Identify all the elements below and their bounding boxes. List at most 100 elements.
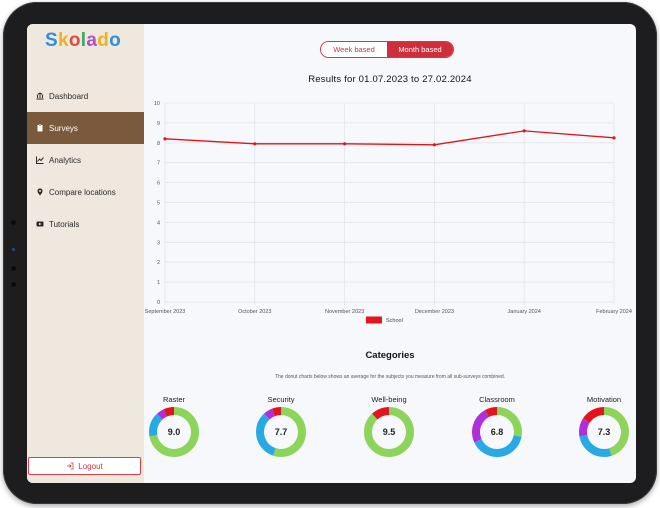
donut-motivation[interactable]: Motivation 7.3 [574, 390, 634, 460]
app-screen: Skolado Dashboard Surveys [27, 24, 636, 483]
donut-ring [579, 407, 629, 457]
results-title: Results for 01.07.2023 to 27.02.2024 [308, 74, 472, 85]
logout-button[interactable]: Logout [28, 457, 141, 475]
series-line-school [164, 130, 615, 146]
y-tick-label: 7 [157, 161, 160, 167]
donut-classroom[interactable]: Classroom 6.8 [467, 390, 527, 460]
sidebar-item-label: Compare locations [49, 187, 116, 197]
y-tick-label: 2 [157, 260, 160, 266]
donut-segment [579, 407, 629, 457]
x-tick-label: October 2023 [238, 309, 271, 315]
series-point [612, 136, 616, 140]
clipboard-icon [36, 124, 44, 132]
series-point [432, 143, 436, 147]
results-line-chart: 0 1 2 3 4 5 6 7 8 9 10 September 2023 October 2023 No… [144, 94, 636, 334]
donut-label: Security [267, 395, 295, 404]
logo-letter: l [80, 30, 87, 51]
week-based-button[interactable]: Week based [321, 42, 387, 57]
sidebar-item-dashboard[interactable]: Dashboard [27, 80, 144, 112]
line-chart-icon [36, 156, 44, 164]
donut-label: Well-being [371, 395, 407, 404]
logout-label: Logout [78, 461, 103, 471]
legend-swatch [366, 316, 382, 324]
side-dot-3 [11, 266, 16, 271]
sidebar-item-tutorials[interactable]: Tutorials [27, 208, 144, 240]
donut-label: Motivation [586, 395, 622, 404]
side-dot-1 [11, 220, 16, 225]
side-dot-4 [11, 282, 16, 287]
donut-segment [149, 407, 199, 457]
map-pin-icon [36, 188, 44, 196]
bank-icon [36, 92, 44, 100]
series-point [522, 129, 526, 133]
chart-svg: 0 1 2 3 4 5 6 7 8 9 10 September 2023 October 2023 No… [145, 101, 632, 324]
y-tick-label: 1 [157, 280, 160, 286]
side-dot-2 [12, 248, 15, 251]
donut-charts: Raster 9.0 Security 7.7 Well-being 9.5 Classro… [144, 390, 636, 460]
sidebar-item-label: Dashboard [49, 91, 89, 101]
donut-segment [364, 407, 414, 457]
donut-segment [579, 407, 629, 457]
y-tick-label: 9 [157, 121, 160, 127]
logo-letter: o [109, 30, 122, 51]
sidebar-item-analytics[interactable]: Analytics [27, 144, 144, 176]
y-tick-label: 10 [154, 101, 160, 107]
donut-security[interactable]: Security 7.7 [251, 390, 311, 460]
y-tick-label: 8 [157, 141, 160, 147]
donut-ring [149, 407, 199, 457]
donut-ring [364, 407, 414, 457]
logo-letter: a [86, 30, 98, 51]
sidebar-item-label: Analytics [49, 155, 82, 165]
x-tick-label: January 2024 [508, 309, 541, 315]
logo-letter: S [45, 30, 58, 51]
donut-ring [472, 407, 522, 457]
series-point [163, 137, 167, 141]
x-tick-label: September 2023 [145, 309, 186, 315]
video-icon [36, 220, 44, 228]
y-tick-label: 0 [157, 300, 160, 306]
logo: Skolado [45, 30, 121, 52]
logo-letter: d [97, 30, 110, 51]
logout-icon [67, 462, 74, 470]
x-tick-label: December 2023 [415, 309, 454, 315]
period-toggle: Week based Month based [320, 41, 454, 58]
donut-segment [472, 407, 522, 457]
series-point [343, 142, 347, 146]
donut-label: Classroom [479, 395, 515, 404]
donut-segment [256, 407, 306, 457]
donut-segment [472, 407, 522, 457]
month-based-button[interactable]: Month based [387, 42, 453, 57]
y-tick-label: 6 [157, 181, 160, 187]
categories-title: Categories [365, 350, 415, 361]
sidebar-item-label: Tutorials [49, 219, 80, 229]
donut-value: 7.3 [597, 427, 611, 437]
sidebar-item-surveys[interactable]: Surveys [27, 112, 144, 144]
sidebar-item-label: Surveys [49, 123, 78, 133]
donut-value: 6.8 [490, 427, 504, 437]
y-tick-label: 4 [157, 220, 160, 226]
x-tick-label: November 2023 [325, 309, 364, 315]
y-tick-label: 5 [157, 201, 160, 207]
donut-value: 9.0 [167, 427, 181, 437]
donut-value: 9.5 [382, 427, 396, 437]
donut-raster[interactable]: Raster 9.0 [144, 390, 204, 460]
tablet-frame: Skolado Dashboard Surveys [3, 2, 657, 504]
legend-label: School [386, 318, 403, 324]
x-tick-label: February 2024 [596, 309, 632, 315]
categories-subtitle: The donut charts below shows an average … [274, 374, 506, 380]
donut-label: Raster [162, 395, 186, 404]
sidebar-item-compare-locations[interactable]: Compare locations [27, 176, 144, 208]
logo-letter: o [68, 30, 81, 51]
sidebar-nav: Dashboard Surveys Analytics [27, 80, 144, 240]
donut-segment [579, 407, 629, 457]
donut-segment [149, 407, 199, 457]
donut-value: 7.7 [274, 427, 288, 437]
y-tick-label: 3 [157, 240, 160, 246]
donut-well-being[interactable]: Well-being 9.5 [359, 390, 419, 460]
donut-segment [256, 407, 306, 457]
logo-letter: k [57, 30, 69, 51]
series-point [253, 142, 257, 146]
sidebar: Skolado Dashboard Surveys [27, 24, 144, 483]
donut-segment [472, 407, 522, 457]
donut-ring [256, 407, 306, 457]
